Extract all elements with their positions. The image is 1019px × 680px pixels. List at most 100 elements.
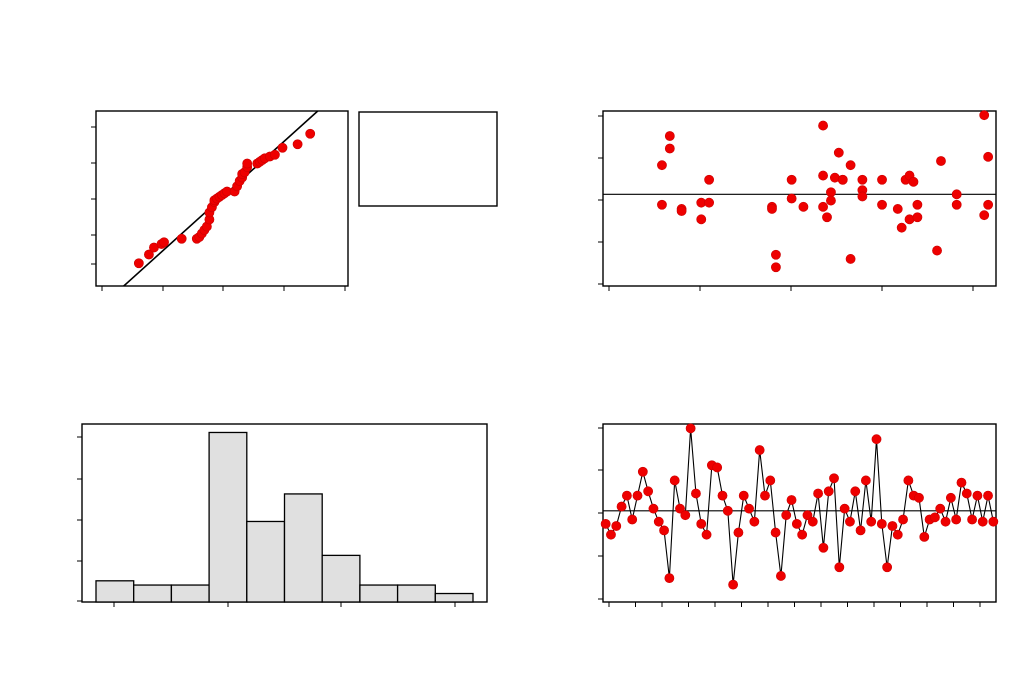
data-point — [860, 475, 871, 486]
data-point — [979, 110, 990, 121]
data-point — [176, 233, 187, 244]
data-point — [621, 490, 632, 501]
data-point — [857, 191, 868, 202]
data-point — [837, 174, 848, 185]
data-point — [871, 434, 882, 445]
data-point — [818, 170, 828, 181]
data-point — [956, 477, 967, 488]
data-point — [876, 518, 887, 529]
data-point — [676, 206, 687, 216]
data-point — [144, 249, 154, 260]
data-point — [712, 462, 723, 473]
data-point — [983, 490, 993, 501]
data-point — [600, 518, 611, 529]
data-point — [967, 514, 978, 525]
data-point — [898, 514, 908, 525]
data-point — [744, 503, 754, 514]
data-point — [932, 245, 942, 256]
data-point — [637, 466, 648, 477]
data-point — [877, 174, 887, 185]
data-point — [845, 160, 856, 171]
histogram-bar — [246, 520, 286, 603]
data-point — [659, 525, 669, 536]
data-point — [940, 516, 951, 527]
data-point — [653, 516, 664, 527]
data-point — [813, 488, 823, 499]
data-point — [657, 160, 667, 171]
data-point — [277, 142, 288, 153]
histogram-bar — [359, 584, 399, 603]
data-point — [818, 201, 828, 212]
data-point — [951, 189, 962, 200]
data-point — [930, 512, 940, 523]
data-point — [770, 527, 781, 538]
data-point — [749, 516, 760, 527]
data-point — [951, 514, 962, 525]
data-point — [833, 147, 844, 158]
data-point — [979, 210, 990, 221]
data-point — [908, 176, 919, 187]
data-point — [826, 195, 836, 206]
histogram — [77, 423, 488, 607]
data-point — [892, 529, 903, 540]
data-point — [961, 488, 972, 499]
data-point — [857, 174, 868, 185]
data-point — [850, 486, 861, 497]
residuals-vs-fits-plot — [598, 110, 997, 291]
data-point — [771, 249, 781, 260]
data-point — [826, 187, 836, 198]
data-point — [951, 199, 962, 210]
data-point — [771, 262, 781, 273]
data-point — [845, 254, 856, 264]
data-point — [798, 201, 809, 212]
data-point — [606, 529, 616, 540]
data-point — [818, 120, 828, 131]
data-point — [912, 212, 923, 223]
histogram-bar — [434, 592, 474, 603]
data-point — [914, 492, 924, 503]
data-point — [717, 490, 728, 501]
data-point — [648, 503, 659, 514]
histogram-bar — [321, 554, 361, 603]
data-point — [845, 516, 855, 527]
data-point — [855, 525, 866, 536]
histogram-bar — [95, 580, 135, 603]
data-point — [632, 490, 643, 501]
data-point — [936, 156, 946, 166]
data-point — [791, 518, 802, 529]
data-point — [877, 199, 887, 210]
data-point — [935, 503, 946, 514]
data-point — [786, 495, 797, 505]
normal-probability-plot — [91, 110, 349, 291]
data-point — [983, 151, 994, 162]
data-point — [903, 475, 914, 486]
data-point — [627, 514, 638, 525]
data-point — [159, 237, 169, 248]
data-point — [983, 199, 994, 210]
data-point — [781, 510, 792, 521]
legend-frame — [358, 111, 498, 207]
data-point — [776, 571, 786, 581]
histogram-bar — [283, 493, 323, 603]
data-point — [765, 475, 776, 486]
data-point — [685, 423, 696, 434]
data-point — [802, 510, 813, 521]
data-point — [664, 143, 675, 154]
data-point — [733, 527, 744, 538]
data-point — [657, 199, 667, 210]
data-point — [754, 445, 765, 455]
data-point — [786, 174, 797, 185]
data-point — [882, 562, 893, 573]
data-point — [133, 258, 144, 269]
histogram-bar — [133, 584, 173, 603]
data-point — [270, 149, 280, 160]
residuals-vs-order-plot — [598, 423, 999, 607]
data-point — [664, 573, 675, 584]
data-point — [797, 529, 808, 540]
data-point — [242, 158, 253, 169]
data-point — [829, 473, 839, 484]
data-point — [977, 516, 988, 527]
data-point — [892, 204, 903, 214]
data-point — [760, 490, 770, 501]
